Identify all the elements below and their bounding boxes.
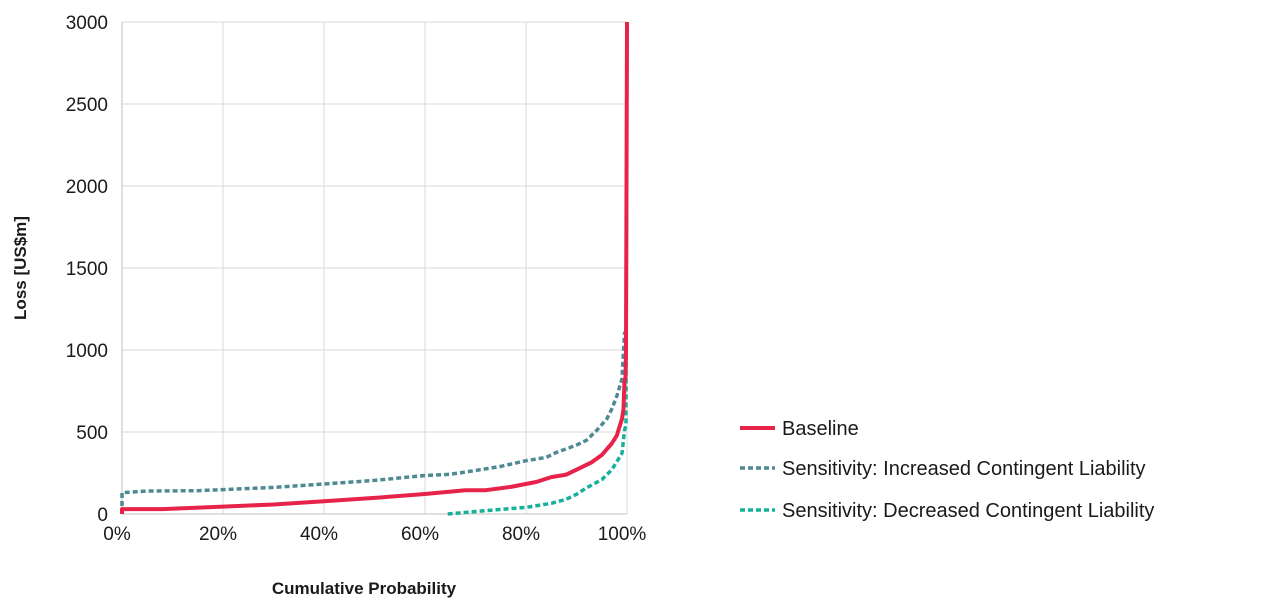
y-tick-label: 1000 bbox=[66, 341, 108, 362]
grid-lines bbox=[122, 21, 628, 514]
y-tick-label: 2000 bbox=[66, 177, 108, 198]
x-tick-label: 0% bbox=[103, 524, 131, 545]
x-axis-title: Cumulative Probability bbox=[272, 579, 457, 598]
legend: Baseline Sensitivity: Increased Contingen… bbox=[740, 418, 1154, 522]
x-tick-label: 20% bbox=[199, 524, 237, 545]
y-axis-title: Loss [US$m] bbox=[11, 216, 30, 320]
x-tick-label: 40% bbox=[300, 524, 338, 545]
series-lines bbox=[120, 21, 629, 516]
y-tick-label: 3000 bbox=[66, 13, 108, 34]
axes bbox=[121, 22, 627, 515]
y-tick-label: 0 bbox=[97, 505, 108, 526]
y-tick-label: 500 bbox=[76, 423, 108, 444]
y-tick-label: 1500 bbox=[66, 259, 108, 280]
tick-labels: 0 500 1000 1500 2000 2500 3000 0% 20% 40% 60% 80% 10… bbox=[66, 13, 647, 545]
series-line-decreased-liability bbox=[447, 21, 629, 516]
x-tick-label: 80% bbox=[502, 524, 540, 545]
series-line-baseline bbox=[120, 21, 629, 514]
x-tick-label: 100% bbox=[598, 524, 647, 545]
series-line-increased-liability bbox=[120, 21, 629, 514]
legend-label: Sensitivity: Increased Contingent Liabil… bbox=[782, 458, 1146, 480]
legend-label: Baseline bbox=[782, 418, 859, 440]
legend-label: Sensitivity: Decreased Contingent Liabil… bbox=[782, 500, 1154, 522]
y-tick-label: 2500 bbox=[66, 95, 108, 116]
x-tick-label: 60% bbox=[401, 524, 439, 545]
